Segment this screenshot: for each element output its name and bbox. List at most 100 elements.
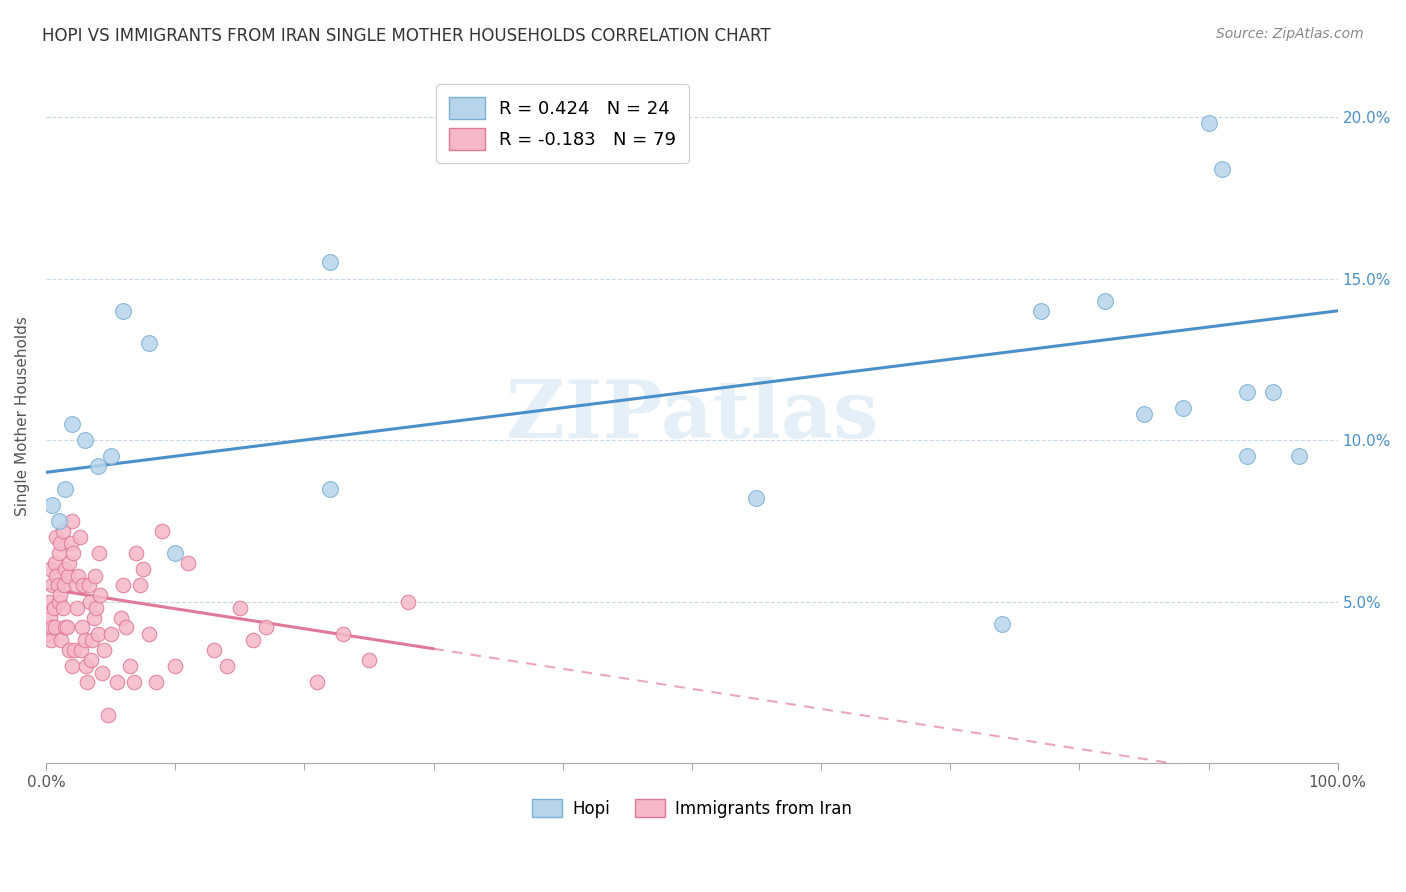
Point <box>44 620 66 634</box>
Point <box>76 675 98 690</box>
Point <box>1029 303 1052 318</box>
Point <box>60 659 83 673</box>
Point <box>83 611 105 625</box>
Point <box>49 536 72 550</box>
Point <box>48 546 70 560</box>
Point <box>65 578 87 592</box>
Point <box>80 653 103 667</box>
Point <box>165 546 187 560</box>
Point <box>129 578 152 592</box>
Point <box>396 594 419 608</box>
Point <box>165 659 187 673</box>
Y-axis label: Single Mother Households: Single Mother Households <box>15 316 30 516</box>
Point <box>90 665 112 680</box>
Point <box>118 659 141 673</box>
Point <box>112 578 135 592</box>
Point <box>319 482 342 496</box>
Point <box>41 620 63 634</box>
Point <box>89 588 111 602</box>
Point <box>63 643 86 657</box>
Point <box>66 601 89 615</box>
Point <box>84 568 107 582</box>
Point <box>1288 449 1310 463</box>
Point <box>112 303 135 318</box>
Point <box>319 255 342 269</box>
Point <box>1236 449 1258 463</box>
Text: Source: ZipAtlas.com: Source: ZipAtlas.com <box>1216 27 1364 41</box>
Point <box>39 633 62 648</box>
Point <box>100 627 122 641</box>
Point <box>307 675 329 690</box>
Point <box>115 620 138 634</box>
Point <box>52 524 75 538</box>
Point <box>67 568 90 582</box>
Point <box>745 491 768 506</box>
Point <box>73 433 96 447</box>
Point <box>75 659 97 673</box>
Text: HOPI VS IMMIGRANTS FROM IRAN SINGLE MOTHER HOUSEHOLDS CORRELATION CHART: HOPI VS IMMIGRANTS FROM IRAN SINGLE MOTH… <box>42 27 770 45</box>
Point <box>59 536 82 550</box>
Point <box>100 449 122 463</box>
Point <box>110 611 132 625</box>
Point <box>53 578 76 592</box>
Point <box>202 643 225 657</box>
Point <box>86 627 108 641</box>
Point <box>55 620 77 634</box>
Point <box>86 458 108 473</box>
Point <box>97 707 120 722</box>
Point <box>42 601 65 615</box>
Point <box>69 530 91 544</box>
Point <box>48 514 70 528</box>
Point <box>357 653 380 667</box>
Point <box>73 633 96 648</box>
Point <box>41 578 63 592</box>
Point <box>215 659 238 673</box>
Point <box>82 633 104 648</box>
Point <box>56 568 79 582</box>
Point <box>991 617 1014 632</box>
Point <box>125 546 148 560</box>
Point <box>138 627 160 641</box>
Point <box>53 620 76 634</box>
Point <box>37 627 59 641</box>
Point <box>93 643 115 657</box>
Point <box>72 578 94 592</box>
Point <box>38 562 60 576</box>
Point <box>60 417 83 431</box>
Point <box>48 594 70 608</box>
Point <box>1211 161 1233 176</box>
Point <box>62 546 84 560</box>
Point <box>58 556 80 570</box>
Point <box>77 578 100 592</box>
Point <box>51 633 73 648</box>
Point <box>177 556 200 570</box>
Point <box>44 556 66 570</box>
Point <box>1236 384 1258 399</box>
Point <box>1094 294 1116 309</box>
Point <box>60 514 83 528</box>
Point <box>145 675 167 690</box>
Point <box>138 336 160 351</box>
Legend: Hopi, Immigrants from Iran: Hopi, Immigrants from Iran <box>526 793 858 824</box>
Point <box>70 620 93 634</box>
Point <box>79 594 101 608</box>
Point <box>1263 384 1285 399</box>
Point <box>132 562 155 576</box>
Point <box>45 568 67 582</box>
Text: ZIPatlas: ZIPatlas <box>506 376 877 455</box>
Point <box>41 498 63 512</box>
Point <box>242 633 264 648</box>
Point <box>38 594 60 608</box>
Point <box>229 601 252 615</box>
Point <box>38 611 60 625</box>
Point <box>45 530 67 544</box>
Point <box>53 482 76 496</box>
Point <box>87 546 110 560</box>
Point <box>254 620 277 634</box>
Point <box>1171 401 1194 415</box>
Point <box>49 588 72 602</box>
Point <box>52 601 75 615</box>
Point <box>86 601 108 615</box>
Point <box>150 524 173 538</box>
Point <box>46 578 69 592</box>
